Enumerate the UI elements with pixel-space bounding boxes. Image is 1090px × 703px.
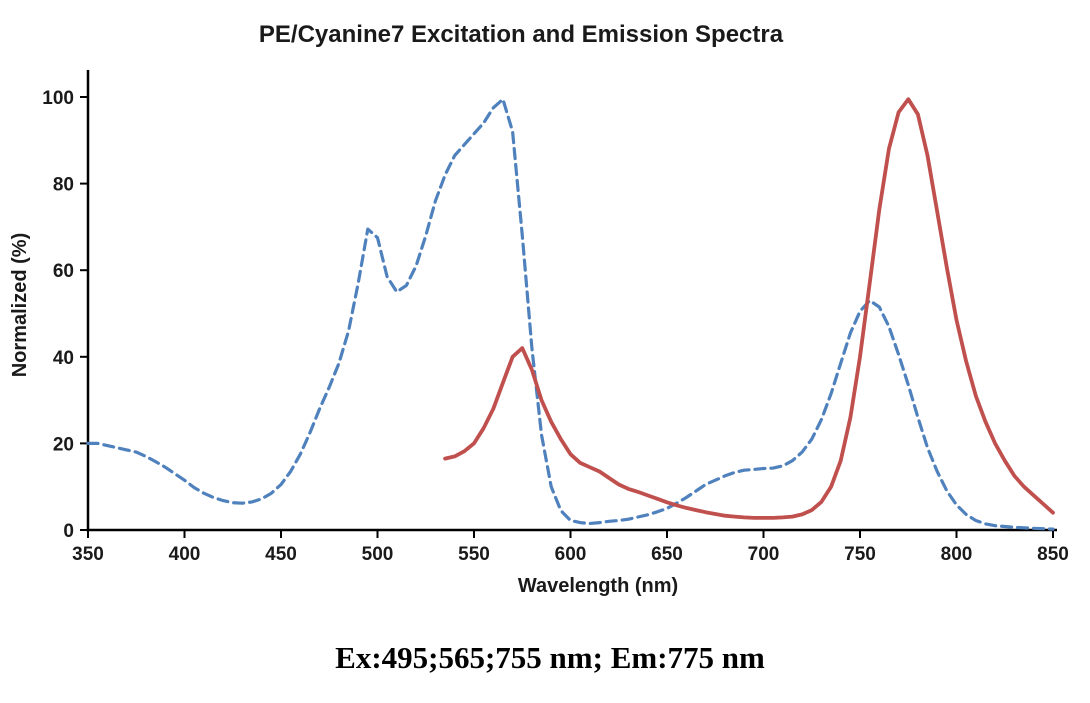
annotation-caption: Ex:495;565;755 nm; Em:775 nm [335,640,765,675]
x-axis-label: Wavelength (nm) [518,575,678,597]
x-tick-label: 350 [72,544,104,565]
x-tick-label: 700 [748,544,780,565]
x-tick-label: 600 [555,544,587,565]
x-tick-label: 450 [265,544,297,565]
x-tick-label: 650 [651,544,683,565]
x-tick-label: 400 [169,544,201,565]
series-excitation-curve [86,97,1055,531]
y-tick-label: 20 [53,434,74,455]
series-emission-curve [443,97,1055,520]
x-tick-label: 800 [941,544,973,565]
chart-title: PE/Cyanine7 Excitation and Emission Spec… [259,21,784,48]
x-tick-label: 550 [458,544,490,565]
x-tick-label: 750 [844,544,876,565]
plot-area: 350 400 450 500 550 600 650 700 750 800 850 0 20 40 60… [42,70,1069,565]
y-axis-label: Normalized (%) [9,233,31,377]
x-tick-label: 500 [362,544,394,565]
y-tick-label: 100 [42,88,74,109]
y-tick-label: 80 [53,175,74,196]
y-tick-label: 60 [53,261,74,282]
y-tick-label: 40 [53,348,74,369]
x-tick-label: 850 [1037,544,1069,565]
y-tick-label: 0 [63,521,74,542]
